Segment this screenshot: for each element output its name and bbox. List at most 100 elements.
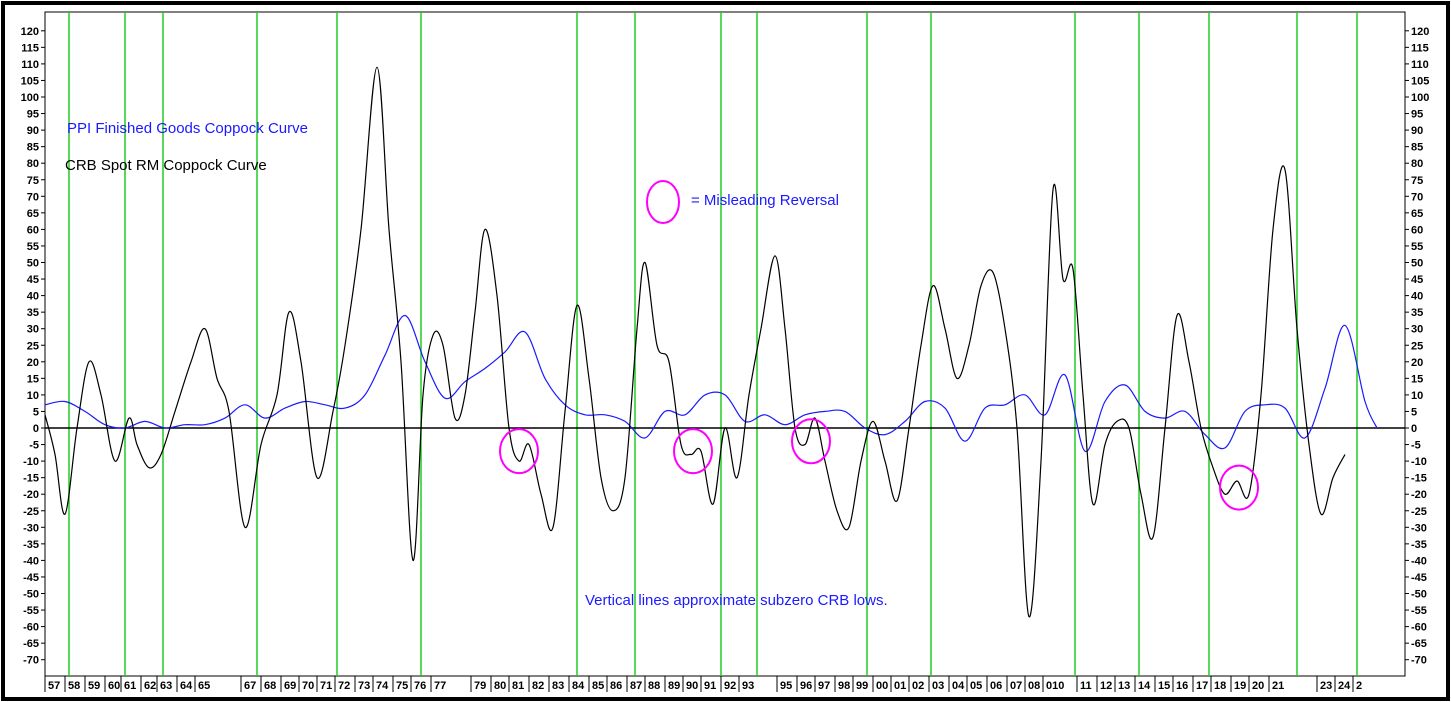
plot-area — [44, 11, 1406, 677]
y-tick-label-right: -20 — [1411, 489, 1427, 501]
x-tick-label: 73 — [358, 680, 370, 692]
misleading-reversal-circle — [1219, 464, 1259, 511]
y-tick-label-right: 55 — [1411, 241, 1423, 253]
x-tick-label: 20 — [1252, 680, 1264, 692]
x-tick-label: 010 — [1046, 680, 1064, 692]
y-tick-label-right: -25 — [1411, 506, 1427, 518]
x-tick-label: 64 — [180, 680, 193, 692]
x-tick-label: 69 — [284, 680, 296, 692]
y-tick-label-right: -70 — [1411, 655, 1427, 667]
x-tick-label: 2 — [1356, 680, 1362, 692]
y-tick-label-right: 100 — [1411, 92, 1429, 104]
x-tick-label: 89 — [668, 680, 680, 692]
misleading-reversal-label: = Misleading Reversal — [691, 192, 839, 209]
x-tick-label: 03 — [932, 680, 944, 692]
x-tick-label: 21 — [1272, 680, 1284, 692]
x-tick-label: 13 — [1118, 680, 1130, 692]
x-tick-label: 68 — [264, 680, 276, 692]
y-tick-label-right: 120 — [1411, 26, 1429, 38]
y-tick-label-left: 110 — [21, 59, 39, 71]
y-tick-label-left: 90 — [27, 125, 39, 137]
y-tick-label-left: -15 — [23, 473, 39, 485]
y-tick-label-left: -25 — [23, 506, 39, 518]
y-tick-label-left: 10 — [27, 390, 39, 402]
x-tick-label: 60 — [108, 680, 120, 692]
vertical-lines — [68, 12, 1358, 676]
ppi-line — [44, 314, 1378, 452]
y-tick-label-right: -45 — [1411, 572, 1427, 584]
x-tick-label: 75 — [396, 680, 408, 692]
y-tick-label-right: 115 — [1411, 42, 1429, 54]
x-tick-label: 59 — [88, 680, 100, 692]
y-tick-label-left: -50 — [23, 589, 39, 601]
x-tick-label: 91 — [704, 680, 716, 692]
x-tick-label: 12 — [1100, 680, 1112, 692]
x-tick-label: 96 — [800, 680, 812, 692]
vertical-lines-note: Vertical lines approximate subzero CRB l… — [585, 592, 888, 609]
x-tick-label: 92 — [724, 680, 736, 692]
crb-series — [44, 66, 1346, 618]
y-tick-label-right: 45 — [1411, 274, 1423, 286]
misleading-reversal-circle — [791, 418, 831, 465]
crb-line — [44, 66, 1346, 618]
x-tick-label: 83 — [552, 680, 564, 692]
y-tick-label-right: 110 — [1411, 59, 1429, 71]
y-tick-label-right: 15 — [1411, 373, 1423, 385]
x-tick-label: 84 — [572, 680, 585, 692]
x-tick-label: 04 — [952, 680, 965, 692]
y-axis-right: 1201151101051009590858075706560555045403… — [1405, 26, 1429, 667]
x-tick-label: 17 — [1196, 680, 1208, 692]
misleading-reversal-circle — [499, 428, 539, 475]
y-tick-label-left: -65 — [23, 638, 39, 650]
x-tick-label: 08 — [1028, 680, 1040, 692]
y-tick-label-left: -35 — [23, 539, 39, 551]
y-tick-label-left: -60 — [23, 622, 39, 634]
y-tick-label-right: -35 — [1411, 539, 1427, 551]
y-tick-label-right: -40 — [1411, 555, 1427, 567]
x-tick-label: 02 — [912, 680, 924, 692]
y-tick-label-right: -5 — [1411, 440, 1421, 452]
x-tick-label: 72 — [338, 680, 350, 692]
y-tick-label-left: 5 — [33, 406, 39, 418]
y-tick-label-left: -40 — [23, 555, 39, 567]
y-tick-label-right: 80 — [1411, 158, 1423, 170]
x-tick-label: 97 — [818, 680, 830, 692]
y-tick-label-right: -55 — [1411, 605, 1427, 617]
y-tick-label-right: -65 — [1411, 638, 1427, 650]
y-tick-label-left: 100 — [21, 92, 39, 104]
x-tick-label: 93 — [742, 680, 754, 692]
y-tick-label-right: 50 — [1411, 258, 1423, 270]
x-tick-label: 79 — [474, 680, 486, 692]
y-tick-label-left: 30 — [27, 324, 39, 336]
y-tick-label-left: 115 — [21, 42, 39, 54]
y-tick-label-right: -15 — [1411, 473, 1427, 485]
x-tick-label: 77 — [434, 680, 446, 692]
x-tick-label: 63 — [160, 680, 172, 692]
crb-legend-label: CRB Spot RM Coppock Curve — [65, 157, 267, 174]
x-tick-label: 65 — [198, 680, 210, 692]
y-tick-label-right: 35 — [1411, 307, 1423, 319]
x-tick-label: 57 — [48, 680, 60, 692]
y-tick-label-left: 75 — [27, 175, 39, 187]
y-tick-label-left: 70 — [27, 191, 39, 203]
y-tick-label-right: 5 — [1411, 406, 1417, 418]
y-tick-label-left: 40 — [27, 291, 39, 303]
x-tick-label: 98 — [838, 680, 850, 692]
x-tick-label: 58 — [68, 680, 80, 692]
x-tick-label: 06 — [990, 680, 1002, 692]
y-tick-label-left: -45 — [23, 572, 39, 584]
x-tick-label: 67 — [244, 680, 256, 692]
y-tick-label-left: -30 — [23, 522, 39, 534]
y-tick-label-right: 85 — [1411, 142, 1423, 154]
y-tick-label-left: 25 — [27, 340, 39, 352]
x-tick-label: 07 — [1010, 680, 1022, 692]
y-tick-label-right: -30 — [1411, 522, 1427, 534]
x-tick-label: 88 — [648, 680, 660, 692]
x-tick-label: 01 — [894, 680, 906, 692]
legend-circle-icon — [646, 180, 680, 224]
y-tick-label-right: 40 — [1411, 291, 1423, 303]
misleading-reversal-circles — [499, 418, 1259, 511]
x-tick-label: 15 — [1158, 680, 1170, 692]
